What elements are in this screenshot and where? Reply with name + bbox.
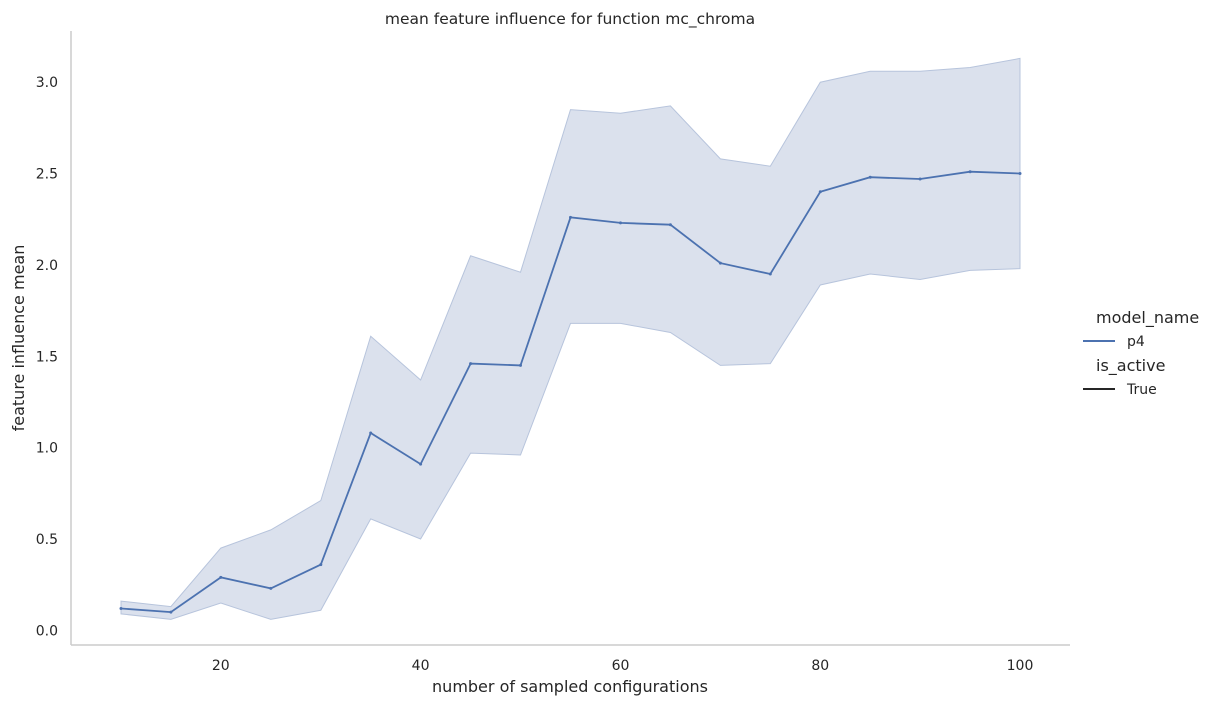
data-point — [1018, 172, 1022, 175]
data-point — [319, 563, 323, 567]
x-tick-label: 40 — [412, 658, 430, 674]
legend-label-true: True — [1126, 382, 1157, 398]
x-tick-label: 80 — [811, 658, 829, 674]
data-point — [718, 261, 722, 265]
plot-area — [119, 57, 1022, 620]
x-tick-label: 60 — [612, 658, 630, 674]
legend-label-p4: p4 — [1127, 334, 1145, 350]
y-tick-label: 1.5 — [36, 349, 58, 365]
data-point — [119, 607, 123, 610]
x-tick-label: 100 — [1007, 658, 1034, 674]
y-axis-label: feature influence mean — [9, 245, 28, 432]
y-tick-label: 3.0 — [36, 75, 58, 91]
x-tick-labels: 20 40 60 80 100 — [212, 658, 1033, 674]
y-tick-label: 0.5 — [36, 532, 58, 548]
legend-style-title: is_active — [1096, 356, 1165, 376]
data-point — [868, 175, 872, 179]
data-point — [968, 170, 972, 174]
x-axis-label: number of sampled configurations — [432, 677, 708, 696]
data-point — [219, 575, 223, 579]
confidence-band-p4 — [120, 57, 1021, 620]
x-tick-label: 20 — [212, 658, 230, 674]
chart-title: mean feature influence for function mc_c… — [385, 10, 755, 29]
data-point — [918, 177, 922, 181]
data-point — [818, 190, 822, 194]
y-tick-labels: 0.0 0.5 1.0 1.5 2.0 2.5 3.0 — [36, 75, 58, 639]
y-tick-label: 0.0 — [36, 623, 58, 639]
y-tick-label: 1.0 — [36, 441, 58, 457]
y-tick-label: 2.0 — [36, 258, 58, 274]
data-point — [668, 223, 672, 227]
data-point — [419, 462, 423, 466]
legend-hue-title: model_name — [1096, 308, 1199, 328]
data-point — [619, 221, 622, 225]
legend: model_name p4 is_active True — [1083, 308, 1199, 398]
data-point — [768, 272, 772, 276]
data-point — [169, 610, 173, 614]
data-point — [469, 362, 473, 366]
y-tick-label: 2.5 — [36, 167, 58, 183]
data-point — [369, 431, 373, 435]
data-point — [569, 215, 572, 219]
data-point — [519, 363, 522, 367]
data-point — [269, 586, 273, 590]
